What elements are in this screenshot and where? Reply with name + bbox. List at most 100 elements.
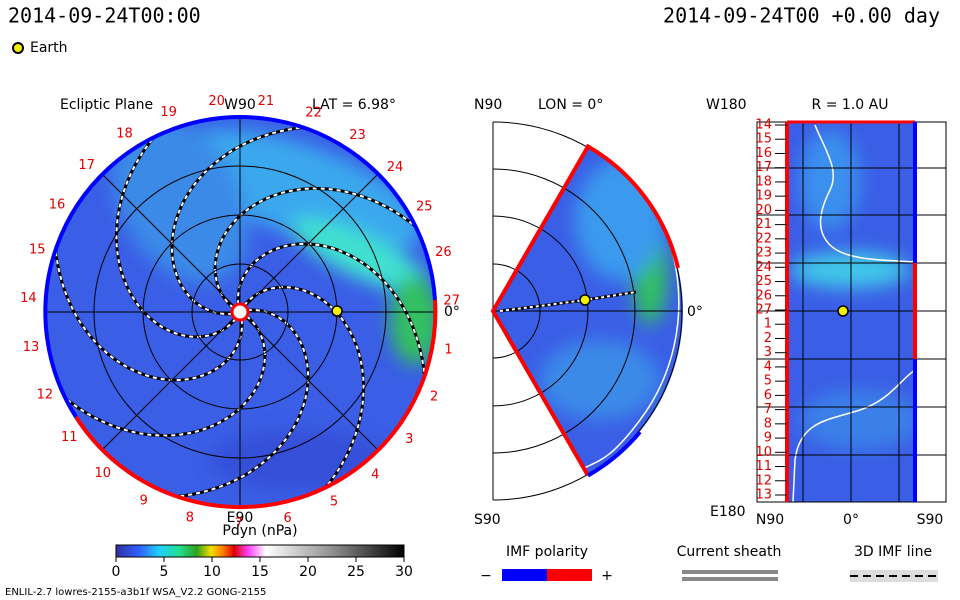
radial-bottom-left: E180 (710, 504, 746, 520)
sector-label: 2 (430, 390, 438, 405)
sector-label: 8 (186, 510, 194, 525)
sector-label: 16 (49, 197, 66, 212)
row-label: 26 (755, 288, 772, 303)
sector-label: 3 (405, 432, 413, 447)
radial-title: R = 1.0 AU (812, 97, 889, 113)
row-label: 21 (755, 217, 772, 232)
radial-top-left: W180 (706, 97, 747, 113)
row-label: 14 (755, 118, 772, 133)
sector-label: 9 (140, 493, 148, 508)
row-label: 15 (755, 132, 772, 147)
colorbar-label: Pdyn (nPa) (222, 523, 297, 539)
sector-label: 27 (443, 293, 460, 308)
ecliptic-bottom: E90 (227, 510, 254, 526)
sector-label: 17 (78, 158, 95, 173)
imf-spiral-dash (53, 236, 244, 382)
ecliptic-border-negative (74, 299, 438, 510)
meridional-border-negative (490, 143, 680, 477)
imf-spiral-dash (55, 315, 266, 437)
row-label: 18 (755, 174, 772, 189)
imf-spiral-dash (236, 242, 427, 388)
radial-field (787, 122, 915, 502)
meridional-top: N90 (474, 97, 502, 113)
row-label: 2 (764, 331, 772, 346)
sector-label: 6 (284, 511, 292, 526)
imf-plus: + (601, 568, 613, 584)
meridional-right: 0° (687, 304, 703, 320)
sector-label: 18 (116, 127, 133, 142)
row-label: 11 (755, 459, 772, 474)
meridional-border-positive (587, 430, 642, 478)
colorbar-tick-label: 5 (160, 564, 169, 580)
sector-label: 24 (387, 160, 404, 175)
row-label: 7 (764, 402, 772, 417)
imf-spiral-dash (164, 308, 310, 499)
earth (331, 305, 343, 317)
sector-label: 26 (435, 245, 452, 260)
radial-x-label: 0° (843, 512, 859, 528)
colorbar-tick-label: 15 (251, 564, 269, 580)
radial-x-label: S90 (917, 512, 944, 528)
sector-label: 23 (349, 128, 366, 143)
row-label: 13 (755, 488, 772, 503)
imf-spiral-dash (170, 125, 316, 316)
colorbar (115, 544, 405, 558)
row-label: 4 (764, 359, 772, 374)
colorbar-tick-label: 0 (112, 564, 121, 580)
sector-label: 5 (330, 495, 338, 510)
imf-spiral-dash (214, 187, 425, 309)
imf-title: IMF polarity (506, 544, 588, 560)
colorbar-tick-label: 25 (347, 564, 365, 580)
sector-label: 4 (371, 468, 379, 483)
earth (579, 294, 591, 306)
ecliptic-border-positive (43, 115, 437, 419)
sector-label: 7 (235, 516, 243, 531)
sector-label: 25 (416, 200, 433, 215)
earth-legend: Earth (30, 40, 68, 56)
row-label: 24 (755, 260, 772, 275)
line-title: 3D IMF line (854, 544, 932, 560)
sector-label: 13 (23, 340, 40, 355)
sector-label: 20 (208, 94, 225, 109)
colorbar-tick-label: 30 (395, 564, 413, 580)
sun (230, 302, 250, 322)
row-label: 12 (755, 473, 772, 488)
row-label: 1 (764, 317, 772, 332)
row-label: 20 (755, 203, 772, 218)
radial-x-label: N90 (756, 512, 784, 528)
ecliptic-right: 0° (444, 304, 460, 320)
row-label: 19 (755, 189, 772, 204)
row-label: 8 (764, 416, 772, 431)
ecliptic-lat: LAT = 6.98° (312, 97, 396, 113)
sheath-title: Current sheath (677, 544, 782, 560)
colorbar-tick-label: 20 (299, 564, 317, 580)
row-label: 5 (764, 374, 772, 389)
meridional-field-line-dash (499, 291, 637, 312)
header-right: 2014-09-24T00 +0.00 day (663, 4, 940, 28)
sector-label: 21 (258, 94, 275, 109)
row-label: 3 (764, 345, 772, 360)
sector-label: 11 (61, 430, 78, 445)
row-label: 22 (755, 231, 772, 246)
footer: ENLIL-2.7 lowres-2155-a3b1f WSA_V2.2 GON… (5, 587, 266, 598)
row-label: 27 (755, 303, 772, 318)
imf-negative (502, 569, 547, 581)
sector-label: 19 (160, 105, 177, 120)
row-label: 17 (755, 160, 772, 175)
colorbar-tick-label: 10 (203, 564, 221, 580)
row-label: 9 (764, 431, 772, 446)
earth-icon (12, 42, 24, 54)
ecliptic-title: Ecliptic Plane (60, 97, 153, 113)
sector-label: 12 (37, 387, 54, 402)
meridional-lon: LON = 0° (538, 97, 603, 113)
row-label: 23 (755, 246, 772, 261)
row-label: 25 (755, 274, 772, 289)
imf-positive (547, 569, 592, 581)
ecliptic-top: W90 (224, 97, 256, 113)
sector-label: 15 (29, 243, 46, 258)
row-label: 16 (755, 146, 772, 161)
meridional-bottom: S90 (474, 512, 501, 528)
sector-label: 10 (95, 466, 112, 481)
imf-minus: − (480, 568, 492, 584)
